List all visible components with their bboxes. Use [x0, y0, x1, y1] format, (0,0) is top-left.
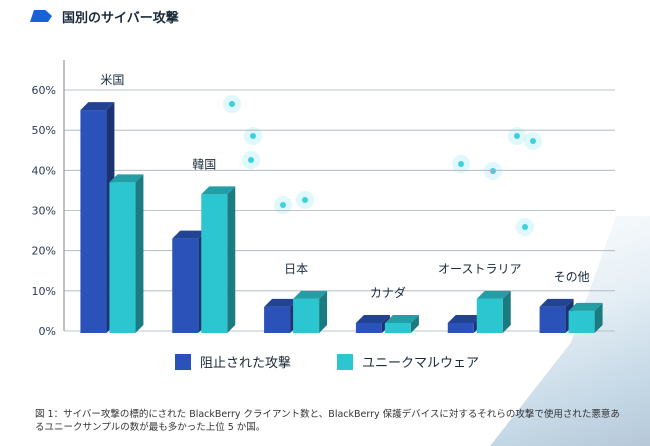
bar-0-1 — [109, 182, 136, 333]
bar-5-0 — [539, 306, 566, 333]
legend-swatch-blocked — [175, 353, 191, 370]
y-tick-label-4: 40% — [32, 164, 56, 177]
chart-legend: 阻止された攻撃 ユニークマルウェア — [175, 352, 525, 371]
category-label-1: 韓国 — [192, 157, 216, 171]
map-dot-9 — [522, 224, 528, 230]
bar-1-0 — [172, 238, 199, 333]
map-dot-3 — [280, 202, 286, 208]
y-tick-label-3: 30% — [32, 205, 56, 218]
bar-side-0-1 — [135, 174, 144, 333]
y-tick-label-2: 20% — [32, 245, 56, 258]
bar-top-4-1 — [476, 290, 511, 299]
bar-2-0 — [264, 306, 291, 333]
bar-top-4-0 — [447, 314, 482, 323]
brand-logo-icon — [30, 10, 52, 22]
legend-swatch-malware — [337, 353, 354, 370]
bar-side-1-1 — [227, 186, 236, 333]
bar-top-3-0 — [355, 314, 390, 323]
bar-4-0 — [447, 322, 474, 333]
map-dot-5 — [458, 161, 464, 167]
legend-item-malware: ユニークマルウェア — [337, 352, 479, 371]
bar-top-0-0 — [80, 102, 115, 111]
category-label-2: 日本 — [284, 262, 308, 276]
map-dot-7 — [514, 133, 520, 139]
bar-4-1 — [476, 298, 503, 333]
bar-side-5-1 — [594, 302, 603, 333]
y-tick-label-5: 50% — [32, 124, 56, 137]
y-tick-label-6: 60% — [32, 84, 56, 97]
map-dot-4 — [302, 197, 308, 203]
category-label-5: その他 — [554, 270, 590, 284]
bar-top-3-1 — [384, 314, 419, 323]
map-dot-8 — [530, 138, 536, 144]
map-dot-6 — [490, 168, 496, 174]
legend-label-malware: ユニークマルウェア — [362, 356, 480, 371]
bar-2-1 — [293, 298, 320, 333]
bar-top-1-1 — [201, 186, 236, 195]
chart-title: 国別のサイバー攻撃 — [62, 10, 179, 26]
map-dot-1 — [250, 133, 256, 139]
header: 国別のサイバー攻撃 — [30, 7, 179, 26]
bar-side-2-1 — [319, 290, 328, 333]
map-dot-2 — [248, 157, 254, 163]
figure-caption: 図 1：サイバー攻撃の標的にされた BlackBerry クライアント数と、Bl… — [35, 409, 620, 433]
bar-top-2-1 — [293, 290, 328, 299]
bar-3-1 — [384, 322, 411, 333]
bar-side-4-1 — [502, 290, 511, 333]
category-label-4: オーストラリア — [438, 262, 521, 276]
bar-top-5-0 — [539, 298, 574, 307]
category-label-3: カナダ — [370, 285, 406, 300]
bar-0-0 — [80, 110, 107, 333]
bar-5-1 — [568, 310, 595, 333]
bar-3-0 — [355, 322, 382, 333]
map-dot-0 — [229, 101, 235, 107]
bar-1-1 — [201, 194, 228, 333]
y-tick-label-0: 0% — [39, 325, 56, 338]
bar-top-1-0 — [172, 230, 207, 239]
category-label-0: 米国 — [100, 73, 124, 87]
bar-top-0-1 — [109, 174, 144, 183]
bar-side-3-1 — [410, 314, 419, 333]
y-tick-label-1: 10% — [32, 285, 56, 298]
bar-top-2-0 — [264, 298, 299, 307]
legend-item-blocked: 阻止された攻撃 — [175, 352, 291, 371]
bar-top-5-1 — [568, 302, 603, 311]
legend-label-blocked: 阻止された攻撃 — [200, 356, 292, 371]
